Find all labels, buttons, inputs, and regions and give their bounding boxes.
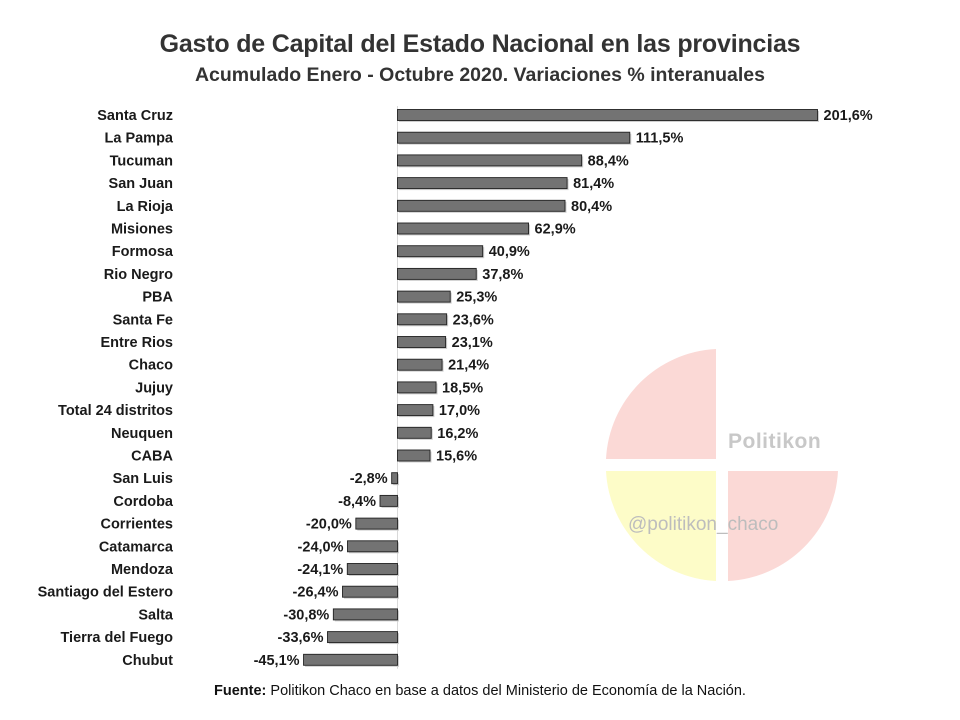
category-label: Total 24 distritos — [58, 403, 173, 419]
category-label: Chaco — [129, 358, 173, 374]
category-label: Misiones — [111, 222, 173, 238]
data-label: 88,4% — [588, 153, 629, 169]
data-label: 23,1% — [452, 335, 493, 351]
category-label: Salta — [138, 607, 174, 623]
data-label: 16,2% — [437, 426, 478, 442]
watermark-quadrant-bottom-right — [728, 471, 838, 581]
watermark-brand: Politikon — [728, 430, 821, 453]
bar-san-juan — [397, 177, 568, 190]
bar-tierra-del-fuego — [327, 631, 398, 644]
data-label: 201,6% — [824, 108, 873, 124]
data-label: -33,6% — [278, 630, 324, 646]
data-label: 23,6% — [453, 312, 494, 328]
data-label: -8,4% — [338, 494, 376, 510]
data-label: 17,0% — [439, 403, 480, 419]
data-label: -30,8% — [283, 607, 329, 623]
data-label: 15,6% — [436, 449, 477, 465]
bar-chubut — [303, 653, 398, 666]
category-label: Tierra del Fuego — [60, 630, 173, 646]
category-label: Mendoza — [111, 562, 174, 578]
politikon-watermark: Politikon @politikon_chaco — [606, 349, 838, 581]
category-label: Neuquen — [111, 426, 173, 442]
data-label: -2,8% — [350, 471, 388, 487]
bar-catamarca — [347, 540, 398, 553]
category-label: Entre Rios — [100, 335, 173, 351]
bar-la-rioja — [397, 199, 566, 212]
watermark-quadrant-top-left — [606, 349, 716, 459]
bar-santa-cruz — [397, 109, 818, 121]
category-label: CABA — [131, 449, 173, 465]
data-label: 21,4% — [448, 358, 489, 374]
category-label: Catamarca — [99, 539, 174, 555]
bar-mendoza — [346, 563, 398, 575]
data-label: -20,0% — [306, 517, 352, 533]
labels-group: Santa Cruz 201,6% La Pampa 111,5% Tucuman 88,… — [38, 108, 873, 669]
bar-pba — [397, 290, 451, 303]
category-label: PBA — [142, 290, 173, 306]
data-label: 37,8% — [482, 267, 523, 283]
category-label: Cordoba — [113, 494, 174, 510]
category-label: Chubut — [122, 653, 173, 669]
data-label: 81,4% — [573, 176, 614, 192]
bar-misiones — [397, 222, 529, 235]
bar-caba — [397, 449, 431, 462]
data-label: -24,0% — [298, 539, 344, 555]
data-label: -26,4% — [293, 585, 339, 601]
category-label: Santa Fe — [113, 312, 173, 328]
data-label: 80,4% — [571, 199, 612, 215]
category-label: San Luis — [113, 471, 173, 487]
bar-la-pampa — [397, 131, 631, 144]
category-label: Jujuy — [135, 380, 173, 396]
bar-tucuman — [397, 154, 583, 167]
category-label: La Rioja — [117, 199, 174, 215]
bar-formosa — [397, 245, 484, 258]
category-label: Rio Negro — [104, 267, 173, 283]
bar-total-24-distritos — [397, 404, 434, 417]
chart-title: Gasto de Capital del Estado Nacional en … — [159, 30, 801, 58]
bars-group — [303, 106, 819, 669]
data-label: -45,1% — [254, 653, 300, 669]
data-label: -24,1% — [297, 562, 343, 578]
bar-rio-negro — [397, 267, 477, 280]
bar-santiago-del-estero — [342, 585, 398, 598]
bar-corrientes — [355, 517, 398, 530]
category-label: Tucuman — [110, 153, 173, 169]
source-label: Fuente: — [214, 683, 267, 699]
bar-santa-fe — [397, 313, 448, 326]
category-label: Formosa — [112, 244, 174, 260]
bar-entre-rios — [397, 336, 447, 348]
category-label: Corrientes — [100, 517, 173, 533]
watermark-handle: @politikon_chaco — [628, 514, 778, 535]
chart-subtitle: Acumulado Enero - Octubre 2020. Variacio… — [194, 64, 766, 86]
category-label: La Pampa — [105, 131, 174, 147]
watermark-quadrant-bottom-left — [606, 471, 716, 581]
bar-jujuy — [397, 381, 437, 394]
bar-chaco — [397, 358, 443, 371]
source-note: Fuente: Politikon Chaco en base a datos … — [0, 683, 960, 699]
bar-neuquen — [397, 426, 432, 439]
bar-san-luis — [391, 472, 398, 485]
category-label: Santa Cruz — [97, 108, 173, 124]
category-label: San Juan — [109, 176, 173, 192]
category-label: Santiago del Estero — [38, 585, 174, 601]
data-label: 62,9% — [535, 222, 576, 238]
data-label: 18,5% — [442, 380, 483, 396]
data-label: 111,5% — [636, 131, 684, 147]
source-text: Politikon Chaco en base a datos del Mini… — [266, 683, 746, 699]
bar-salta — [332, 608, 398, 621]
bar-cordoba — [379, 494, 398, 507]
data-label: 40,9% — [489, 244, 530, 260]
data-label: 25,3% — [456, 290, 497, 306]
